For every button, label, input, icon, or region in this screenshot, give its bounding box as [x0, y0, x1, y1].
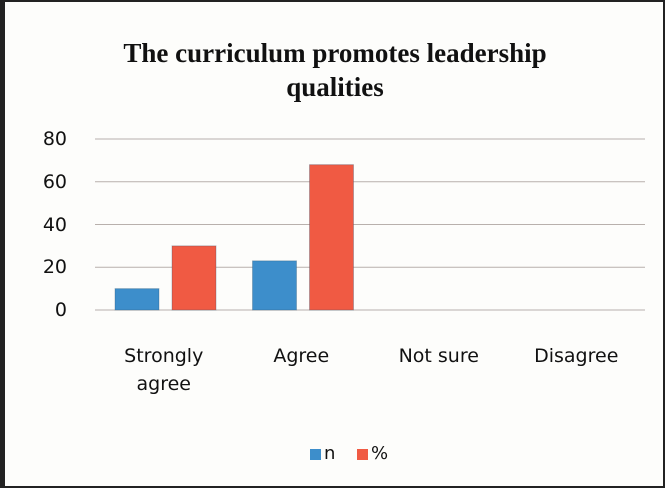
y-tick-label: 40	[42, 213, 67, 236]
y-tick-label: 20	[42, 256, 67, 279]
legend-label: n	[324, 443, 336, 464]
legend-swatch	[357, 449, 368, 460]
y-tick-label: 0	[54, 299, 67, 321]
bar	[171, 245, 217, 311]
legend-swatch	[310, 449, 321, 460]
plot	[95, 138, 645, 460]
chart-title: The curriculum promotes leadership quali…	[123, 38, 547, 102]
legend-label: %	[371, 443, 389, 464]
bar	[252, 260, 297, 311]
x-tick-label: Strongly agree	[124, 345, 204, 395]
x-tick-label: Agree	[273, 345, 330, 367]
bar	[309, 164, 354, 311]
x-tick-label: Not sure	[398, 345, 479, 367]
y-tick-label: 80	[42, 128, 67, 150]
bar	[114, 288, 160, 311]
y-tick-label: 60	[42, 170, 67, 193]
x-tick-label: Disagree	[534, 345, 619, 367]
